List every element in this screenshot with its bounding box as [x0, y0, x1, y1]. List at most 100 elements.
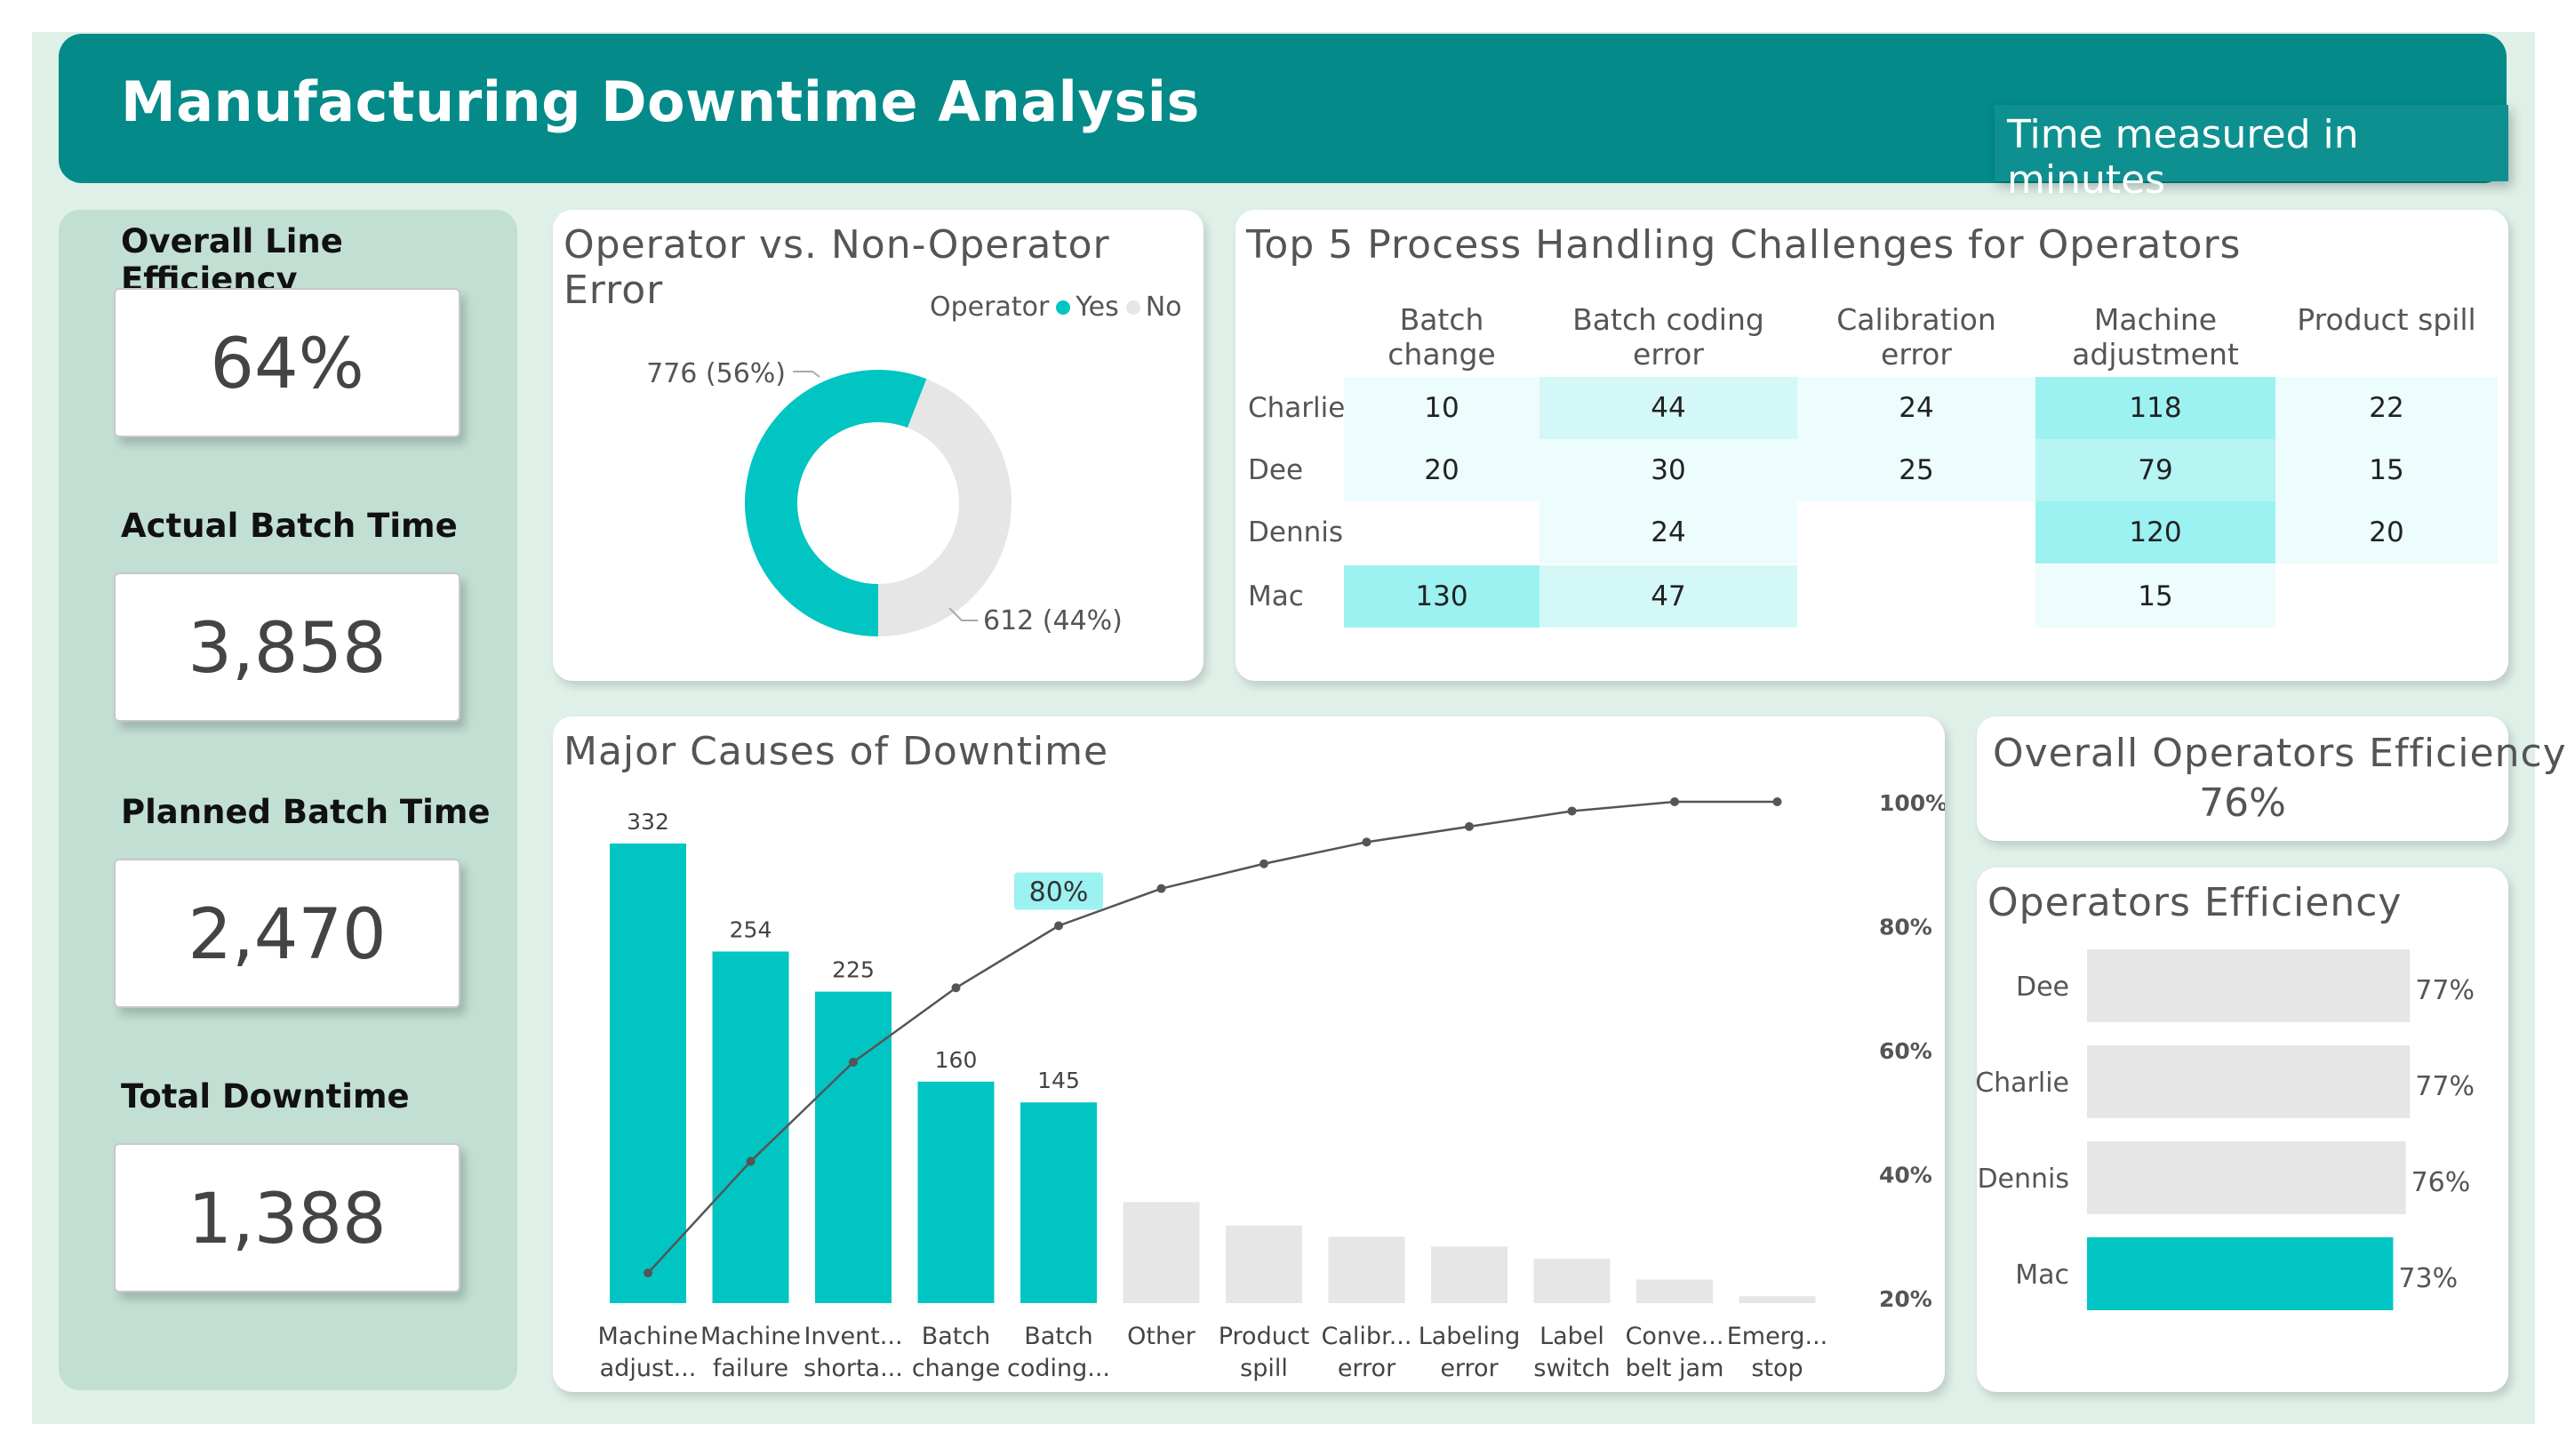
operators-efficiency-chart[interactable]: Dee 77% Charlie 77% Dennis 76% Mac 73% — [1977, 868, 2508, 1392]
pareto-bar[interactable] — [1123, 1202, 1200, 1303]
pareto-x-label-line1: Label — [1539, 1323, 1604, 1350]
matrix-cell[interactable] — [1797, 501, 2035, 564]
matrix-column-header: Batch change — [1387, 302, 1496, 372]
pareto-x-label-line1: Batch — [922, 1323, 991, 1350]
pareto-x-label-line2: spill — [1240, 1355, 1288, 1382]
pareto-bar[interactable] — [917, 1081, 995, 1303]
matrix-cell[interactable]: 30 — [1539, 439, 1797, 501]
operator-value-label: 77% — [2415, 1071, 2475, 1102]
matrix-cell[interactable]: 15 — [2275, 439, 2498, 501]
kpi-card-actual-batch-time[interactable]: 3,858 — [114, 572, 460, 722]
pareto-x-label-line2: error — [1338, 1355, 1396, 1382]
pareto-bar[interactable] — [610, 844, 686, 1303]
matrix-cell[interactable]: 118 — [2035, 377, 2275, 439]
matrix-cell[interactable]: 44 — [1539, 377, 1797, 439]
pareto-x-label-line2: failure — [713, 1355, 788, 1382]
matrix-cell[interactable]: 120 — [2035, 501, 2275, 564]
pareto-cumulative-line — [647, 800, 1778, 1274]
kpi-label-planned-batch-time: Planned Batch Time — [121, 793, 491, 831]
pareto-cumulative-point — [644, 1268, 652, 1278]
pareto-bar[interactable] — [1739, 1296, 1816, 1303]
pareto-chart[interactable]: Machineadjust...MachinefailureInvent...s… — [553, 716, 1945, 1392]
matrix-cell[interactable] — [1344, 501, 1539, 564]
pareto-cumulative-point — [951, 983, 961, 993]
pareto-data-label: 225 — [832, 957, 875, 983]
donut-slice-no[interactable] — [878, 379, 1012, 636]
operator-bar-dennis[interactable] — [2087, 1141, 2406, 1214]
operator-bar-mac[interactable] — [2087, 1237, 2394, 1310]
operator-value-label: 73% — [2398, 1263, 2458, 1294]
matrix-cell[interactable]: 24 — [1797, 377, 2035, 439]
overall-operators-efficiency-card[interactable]: Overall Operators Efficiency 76% — [1977, 716, 2566, 841]
operator-label: Dee — [2016, 972, 2069, 1003]
downtime-causes-card[interactable]: Major Causes of Downtime Machine adjust..… — [553, 716, 1945, 1392]
matrix-cell[interactable] — [2275, 565, 2498, 628]
operators-efficiency-card[interactable]: Operators Efficiency Dee 77% Charlie 77% Den… — [1977, 868, 2508, 1392]
kpi-card-total-downtime[interactable]: 1,388 — [114, 1143, 460, 1292]
matrix-cell[interactable]: 47 — [1539, 565, 1797, 628]
kpi-card-line-efficiency[interactable]: 64% — [114, 288, 460, 437]
legend-no-label[interactable]: No — [1145, 292, 1182, 323]
matrix-cell[interactable]: 20 — [2275, 501, 2498, 564]
matrix-cell[interactable]: 24 — [1539, 501, 1797, 564]
pareto-cumulative-point — [746, 1156, 756, 1166]
legend-title: Operator — [930, 292, 1050, 323]
pareto-bar[interactable] — [1328, 1236, 1405, 1303]
matrix-cell[interactable]: 10 — [1344, 377, 1539, 439]
operator-bar-charlie[interactable] — [2087, 1045, 2411, 1118]
legend-no-swatch — [1125, 300, 1140, 315]
pareto-x-label-line1: Other — [1127, 1323, 1196, 1350]
pareto-bar[interactable] — [712, 951, 789, 1303]
matrix-column-header: Product spill — [2297, 302, 2476, 337]
pareto-cumulative-point — [1567, 806, 1577, 816]
matrix-cell[interactable]: 25 — [1797, 439, 2035, 501]
donut-slice-yes[interactable] — [745, 370, 927, 636]
pareto-bar[interactable] — [1226, 1225, 1302, 1303]
pareto-cumulative-point — [1362, 837, 1371, 847]
pareto-cumulative-point — [1670, 797, 1679, 806]
kpi-card-planned-batch-time[interactable]: 2,470 — [114, 859, 460, 1008]
pareto-x-label-line1: Batch — [1024, 1323, 1093, 1350]
pareto-bar[interactable] — [1636, 1279, 1713, 1303]
legend-yes-label[interactable]: Yes — [1076, 292, 1119, 323]
operator-value-label: 77% — [2415, 975, 2475, 1006]
operator-error-title: Operator vs. Non-Operator Error — [564, 222, 1110, 313]
pareto-cumulative-point — [1772, 797, 1782, 806]
pareto-y2-tick: 40% — [1879, 1163, 1932, 1188]
matrix-cell[interactable]: 15 — [2035, 565, 2275, 628]
matrix-cell[interactable] — [1797, 565, 2035, 628]
matrix-cell[interactable]: 130 — [1344, 565, 1539, 628]
pareto-callout-box — [1014, 872, 1103, 910]
pareto-bar[interactable] — [1431, 1246, 1507, 1303]
pareto-bar[interactable] — [1020, 1102, 1097, 1303]
pareto-cumulative-point — [849, 1057, 858, 1067]
donut-legend: Operator Yes No — [930, 292, 1182, 323]
donut-leader-no — [948, 607, 978, 621]
matrix-column-header: Batch coding error — [1572, 302, 1764, 372]
pareto-data-label: 160 — [935, 1047, 978, 1073]
pareto-data-label: 254 — [730, 916, 772, 942]
pareto-cumulative-point — [1054, 921, 1063, 931]
downtime-causes-title: Major Causes of Downtime — [564, 729, 1109, 774]
operator-label: Charlie — [1977, 1068, 2069, 1099]
operator-error-card[interactable]: Operator vs. Non-Operator Error Operator… — [553, 210, 1204, 681]
matrix-cell[interactable]: 20 — [1344, 439, 1539, 501]
pareto-bar[interactable] — [1533, 1259, 1611, 1303]
pareto-y2-tick: 60% — [1879, 1038, 1932, 1064]
challenges-matrix-card[interactable]: Top 5 Process Handling Challenges for Op… — [1236, 210, 2508, 681]
operator-label: Mac — [2015, 1260, 2069, 1291]
matrix-cell[interactable]: 22 — [2275, 377, 2498, 439]
donut-chart[interactable]: 776 (56%) 612 (44%) — [553, 210, 1204, 681]
overall-operators-efficiency-value: 76% — [2199, 780, 2286, 826]
pareto-x-label-line1: Conve... — [1626, 1323, 1724, 1350]
pareto-x-label-line1: Emerg... — [1727, 1323, 1827, 1350]
donut-label-yes: 776 (56%) — [646, 358, 786, 389]
pareto-cumulative-point — [1465, 821, 1474, 831]
pareto-x-label-line2: coding... — [1007, 1355, 1110, 1382]
operator-label: Dennis — [1977, 1164, 2069, 1195]
operator-bar-dee[interactable] — [2087, 949, 2411, 1022]
matrix-cell[interactable]: 79 — [2035, 439, 2275, 501]
pareto-bar[interactable] — [815, 991, 892, 1303]
matrix-row-label: Charlie — [1248, 392, 1346, 424]
pareto-x-label-line1: Machine — [700, 1323, 801, 1350]
